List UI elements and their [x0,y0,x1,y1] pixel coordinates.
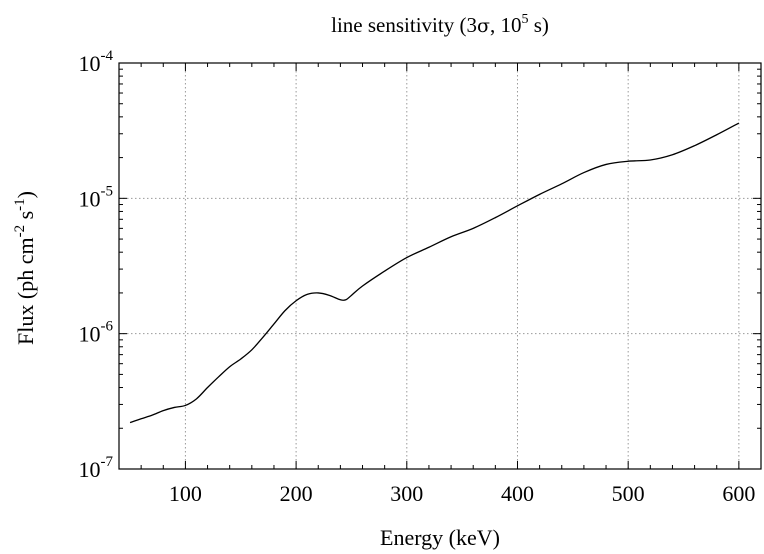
chart-title: line sensitivity (3σ, 105 s) [331,12,549,37]
sensitivity-series-line [129,122,740,424]
x-axis-label: Energy (keV) [380,525,500,550]
x-tick-label: 300 [390,481,423,506]
plot-lines [129,122,740,424]
y-tick-label: 10-5 [79,183,114,211]
x-tick-label: 100 [169,481,202,506]
y-tick-labels: 10-7 10-6 10-5 10-4 [79,48,114,482]
x-tick-label: 500 [612,481,645,506]
grid [119,63,761,469]
ticks [119,62,762,470]
x-tick-label: 600 [722,481,755,506]
y-tick-label: 10-7 [79,454,114,482]
x-tick-label: 400 [501,481,534,506]
x-tick-labels: 100 200 300 400 500 600 [169,481,755,506]
x-tick-label: 200 [280,481,313,506]
y-axis-label: Flux (ph cm-2 s-1) [12,191,38,345]
y-tick-label: 10-6 [79,319,114,347]
plot-frame [118,62,762,470]
y-tick-label: 10-4 [79,48,114,76]
